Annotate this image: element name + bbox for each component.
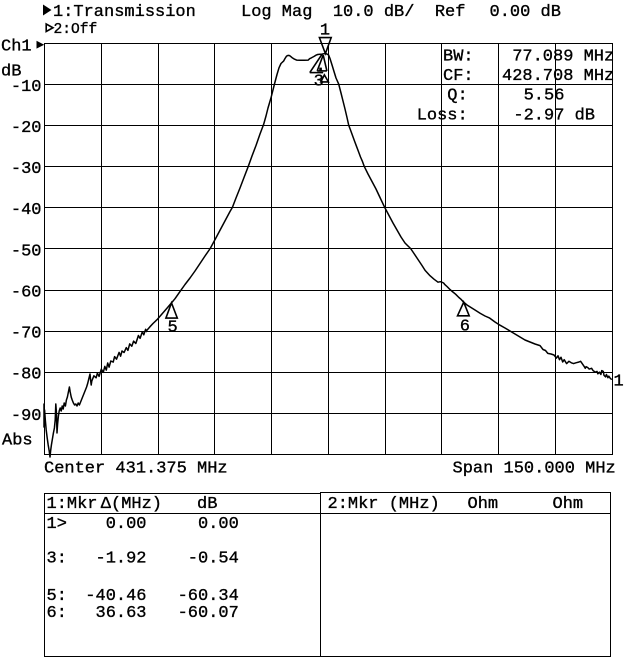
svg-text:0.00: 0.00 <box>198 515 239 534</box>
svg-text:-30: -30 <box>11 160 42 179</box>
svg-text:6:: 6: <box>47 604 67 623</box>
svg-text:-60.34: -60.34 <box>178 587 239 606</box>
svg-text:-60.07: -60.07 <box>178 604 239 623</box>
svg-text:-40.46: -40.46 <box>85 587 146 606</box>
svg-text:BW:: BW: <box>443 48 474 67</box>
svg-text:-1.92: -1.92 <box>96 550 147 569</box>
svg-text:1:Mkr: 1:Mkr <box>47 495 98 514</box>
svg-text:-0.54: -0.54 <box>188 550 239 569</box>
svg-text:dB: dB <box>1 63 21 82</box>
svg-text:5.56: 5.56 <box>524 87 565 106</box>
svg-text:1: 1 <box>320 22 330 41</box>
svg-text:0.00 dB: 0.00 dB <box>490 3 561 22</box>
svg-text:-2.97 dB: -2.97 dB <box>513 106 595 125</box>
svg-text:5: 5 <box>168 319 178 338</box>
svg-text:77.089 MHz: 77.089 MHz <box>512 48 614 67</box>
svg-text:3: 3 <box>314 73 324 92</box>
svg-text:2:Off: 2:Off <box>54 22 98 38</box>
svg-text:-50: -50 <box>11 242 42 261</box>
svg-text:428.708 MHz: 428.708 MHz <box>502 67 614 86</box>
svg-text:5:: 5: <box>47 587 67 606</box>
svg-text:Span 150.000 MHz: Span 150.000 MHz <box>453 460 616 479</box>
svg-text:Abs: Abs <box>2 432 33 451</box>
svg-text:-70: -70 <box>11 325 42 344</box>
svg-text:-40: -40 <box>11 201 42 220</box>
svg-text:1:Transmission: 1:Transmission <box>53 3 196 22</box>
svg-text:Δ(MHz): Δ(MHz) <box>101 495 162 514</box>
svg-text:Center 431.375 MHz: Center 431.375 MHz <box>44 460 228 479</box>
svg-text:-60: -60 <box>11 283 42 302</box>
svg-text:-10: -10 <box>11 78 42 97</box>
svg-text:CF:: CF: <box>443 67 474 86</box>
svg-text:Ch1: Ch1 <box>1 38 32 57</box>
svg-text:Ohm: Ohm <box>468 495 499 514</box>
svg-text:36.63: 36.63 <box>96 604 147 623</box>
svg-text:Loss:: Loss: <box>417 106 468 125</box>
svg-text:-80: -80 <box>11 366 42 385</box>
svg-text:3:: 3: <box>47 550 67 569</box>
svg-text:dB: dB <box>197 495 217 514</box>
svg-text:6: 6 <box>460 318 470 337</box>
svg-text:Log Mag 10.0 dB/ Ref: Log Mag 10.0 dB/ Ref <box>241 3 465 22</box>
svg-text:Q:: Q: <box>447 87 467 106</box>
svg-text:1: 1 <box>614 373 624 392</box>
svg-text:-20: -20 <box>11 119 42 138</box>
svg-text:1>: 1> <box>47 515 67 534</box>
svg-text:Ohm: Ohm <box>553 495 584 514</box>
svg-text:0.00: 0.00 <box>106 515 147 534</box>
svg-text:-90: -90 <box>11 407 42 426</box>
svg-text:2:Mkr (MHz): 2:Mkr (MHz) <box>328 495 440 514</box>
